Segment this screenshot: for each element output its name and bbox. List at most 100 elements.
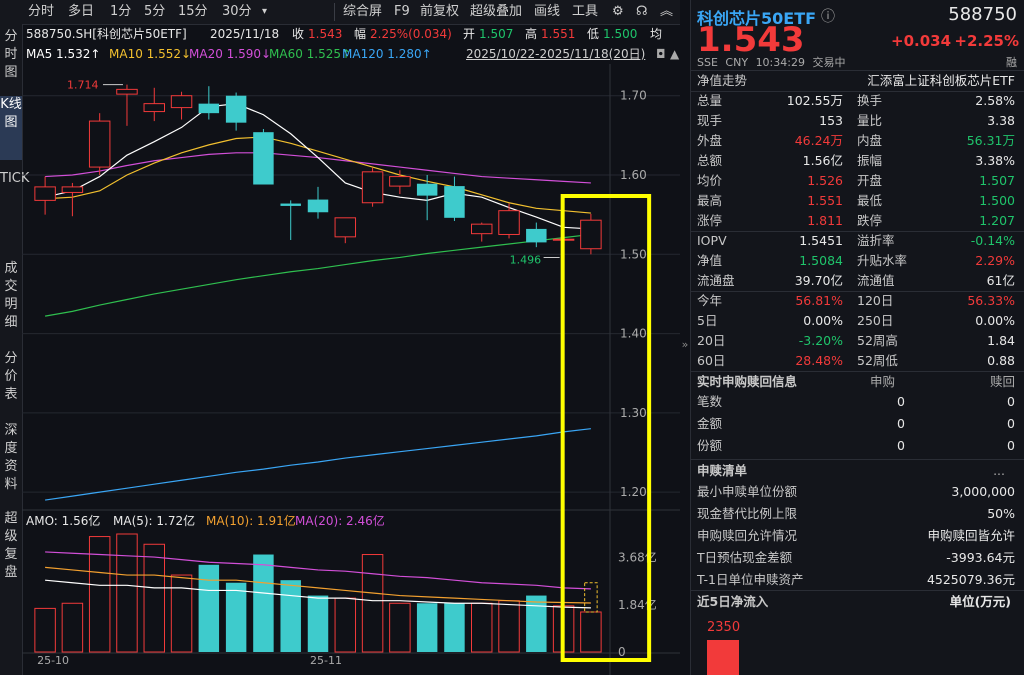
rail-tab-trade-detail[interactable]: 成交明细 xyxy=(4,261,18,330)
more-icon[interactable]: ... xyxy=(993,463,1005,478)
list-value: 4525079.36元 xyxy=(926,572,1015,587)
volume-legend: AMO: 1.56亿 MA(5): 1.72亿 MA(10): 1.91亿 MA… xyxy=(22,512,622,530)
lock-icon[interactable]: ◘ xyxy=(656,47,666,61)
stats-row: 最高 1.551 最低 1.500 xyxy=(691,191,1024,211)
candle-body xyxy=(253,132,274,185)
headset-icon[interactable]: ☊ xyxy=(636,4,648,19)
tool-composite-screen[interactable]: 综合屏 xyxy=(334,3,382,21)
vol-ma5-legend: MA(5): 1.72亿 xyxy=(113,514,196,528)
stats3-row: 20日 -3.20% 52周高 1.84 xyxy=(691,331,1024,351)
redeem-label: 金额 xyxy=(697,416,723,431)
toolbar: 分时 多日 1分 5分 15分 30分 ▾ 综合屏 F9 前复权 超级叠加 画线… xyxy=(22,0,680,25)
trade-status: 交易中 xyxy=(812,56,846,69)
stats-label: 外盘 xyxy=(697,133,723,148)
rail-tab-price-table[interactable]: 分价表 xyxy=(4,351,18,402)
chevron-up-icon[interactable]: ︽ xyxy=(660,4,674,19)
rail-tab-super-review[interactable]: 超级复盘 xyxy=(4,511,18,580)
panel-collapse-icon[interactable]: » xyxy=(681,338,689,351)
stats-value: 3.38% xyxy=(975,153,1015,168)
volume-ma-lines xyxy=(45,551,591,609)
stats3-row: 5日 0.00% 250日 0.00% xyxy=(691,311,1024,331)
candle-body xyxy=(225,95,247,123)
ma5-legend: MA5 1.532↑ xyxy=(26,47,101,61)
list-value: 3,000,000 xyxy=(951,484,1015,499)
volume-bar xyxy=(116,533,138,653)
candle-body xyxy=(444,186,465,218)
price-change-pct: +2.25% xyxy=(954,32,1019,50)
stats-value: 46.24万 xyxy=(794,133,843,148)
stats3-value: 0.00% xyxy=(975,313,1015,328)
change-label: 幅 xyxy=(354,27,367,41)
gear-icon[interactable]: ⚙ xyxy=(612,4,624,19)
period-tab-30min[interactable]: 30分 xyxy=(222,4,252,19)
stats-label: 开盘 xyxy=(857,173,883,188)
ma10-line xyxy=(45,136,591,214)
tool-draw-line[interactable]: 画线 xyxy=(534,4,561,19)
info-circle-icon[interactable]: ⓘ xyxy=(821,9,835,25)
stats-value: 3.38 xyxy=(987,113,1015,128)
period-tab-multiday[interactable]: 多日 xyxy=(68,4,95,19)
stats3-label: 52周高 xyxy=(857,333,898,348)
nav-row: 净值走势 汇添富上证科创板芯片ETF xyxy=(691,71,1024,91)
rail-tab-kline[interactable]: K线图 xyxy=(0,96,22,160)
exchange: SSE xyxy=(697,56,718,69)
volume-tick-label: 1.84亿 xyxy=(618,597,657,612)
stats-label: 最低 xyxy=(857,193,883,208)
period-tab-5min[interactable]: 5分 xyxy=(144,4,166,19)
date-range[interactable]: 2025/10/22-2025/11/18(20日) xyxy=(466,47,646,61)
stats2-value: 61亿 xyxy=(986,273,1015,288)
time-axis: 25-10 25-11 xyxy=(37,654,342,667)
stats3-label: 120日 xyxy=(857,293,894,308)
redeem-row: 金额 0 0 xyxy=(691,414,1024,434)
price-tick-label: 1.20 xyxy=(620,485,647,499)
min-price-annotation: 1.496 xyxy=(510,253,542,266)
time-tick-label: 25-10 xyxy=(37,654,69,667)
kline-chart[interactable]: 1.70 1.60 1.50 1.40 1.30 1.20 3.68亿 1.84亿 0 25-… xyxy=(22,64,680,675)
volume-bar xyxy=(198,564,220,652)
flow-value-label: 2350 xyxy=(707,620,741,635)
volume-ma10-line xyxy=(45,566,591,604)
redeem-title: 实时申购赎回信息 xyxy=(697,374,798,389)
rail-tab-depth-data[interactable]: 深度资料 xyxy=(4,423,18,492)
stats-value: 1.56亿 xyxy=(802,153,843,168)
tool-f9[interactable]: F9 xyxy=(394,4,410,19)
redeem-redeem-value: 0 xyxy=(1007,394,1015,409)
ma-lines xyxy=(44,103,591,501)
candle-body xyxy=(361,171,384,204)
candle-body xyxy=(170,95,193,109)
tool-super-overlay[interactable]: 超级叠加 xyxy=(470,4,523,19)
tool-tools[interactable]: 工具 xyxy=(572,4,599,19)
stats-row: 外盘 46.24万 内盘 56.31万 xyxy=(691,131,1024,151)
volume-axis: 3.68亿 1.84亿 0 xyxy=(618,550,657,659)
period-tab-15min[interactable]: 15分 xyxy=(178,4,208,19)
volume-tick-label: 0 xyxy=(618,645,626,659)
ma60-legend: MA60 1.525↑ xyxy=(269,47,352,61)
stats3-label: 250日 xyxy=(857,313,894,328)
vol-ma10-legend: MA(10): 1.91亿 xyxy=(206,514,296,528)
stats3-value: 0.00% xyxy=(803,313,843,328)
volume-bar xyxy=(170,574,193,653)
stats-label: 总量 xyxy=(697,93,723,108)
ma10-legend: MA10 1.552↓ xyxy=(109,47,192,61)
period-tab-intraday[interactable]: 分时 xyxy=(28,4,55,19)
stats-label: 涨停 xyxy=(697,213,723,228)
list-value: -3993.64元 xyxy=(946,550,1015,565)
stats3-label: 今年 xyxy=(697,293,723,308)
volume-bars xyxy=(34,533,602,653)
stats-label: 最高 xyxy=(697,193,723,208)
high-value: 1.551 xyxy=(541,27,576,41)
rail-tab-intraday[interactable]: 分时图 xyxy=(4,29,18,80)
stats-row: 总量 102.55万 换手 2.58% xyxy=(691,91,1024,111)
list-label: T日预估现金差额 xyxy=(697,550,793,565)
period-tab-1min[interactable]: 1分 xyxy=(110,4,132,19)
rail-tab-tick[interactable]: TICK xyxy=(0,171,30,186)
margin-tag: 融 xyxy=(1006,56,1017,69)
tool-forward-adjust[interactable]: 前复权 xyxy=(420,4,460,19)
triangle-down-icon[interactable]: ▾ xyxy=(262,6,268,17)
redeem-subscribe-value: 0 xyxy=(897,438,905,453)
collapse-up-icon[interactable]: ▲ xyxy=(670,47,680,61)
stats-row: 涨停 1.811 跌停 1.207 xyxy=(691,211,1024,231)
candle-body xyxy=(61,186,84,193)
nav-trend-link[interactable]: 净值走势 xyxy=(697,73,748,88)
candle-body xyxy=(498,210,520,235)
